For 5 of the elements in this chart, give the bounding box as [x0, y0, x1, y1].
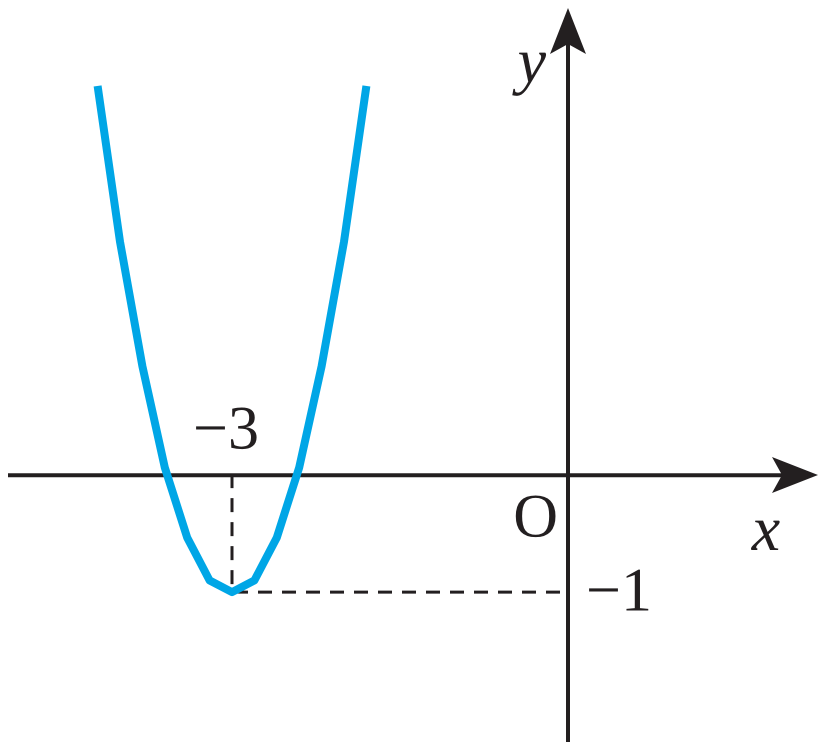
- annotation: O: [513, 482, 558, 551]
- y-axis-title: y: [512, 24, 547, 96]
- x-axis-title: x: [750, 493, 780, 564]
- annotation: −3: [193, 394, 259, 463]
- ref-line-label: −1: [586, 556, 652, 624]
